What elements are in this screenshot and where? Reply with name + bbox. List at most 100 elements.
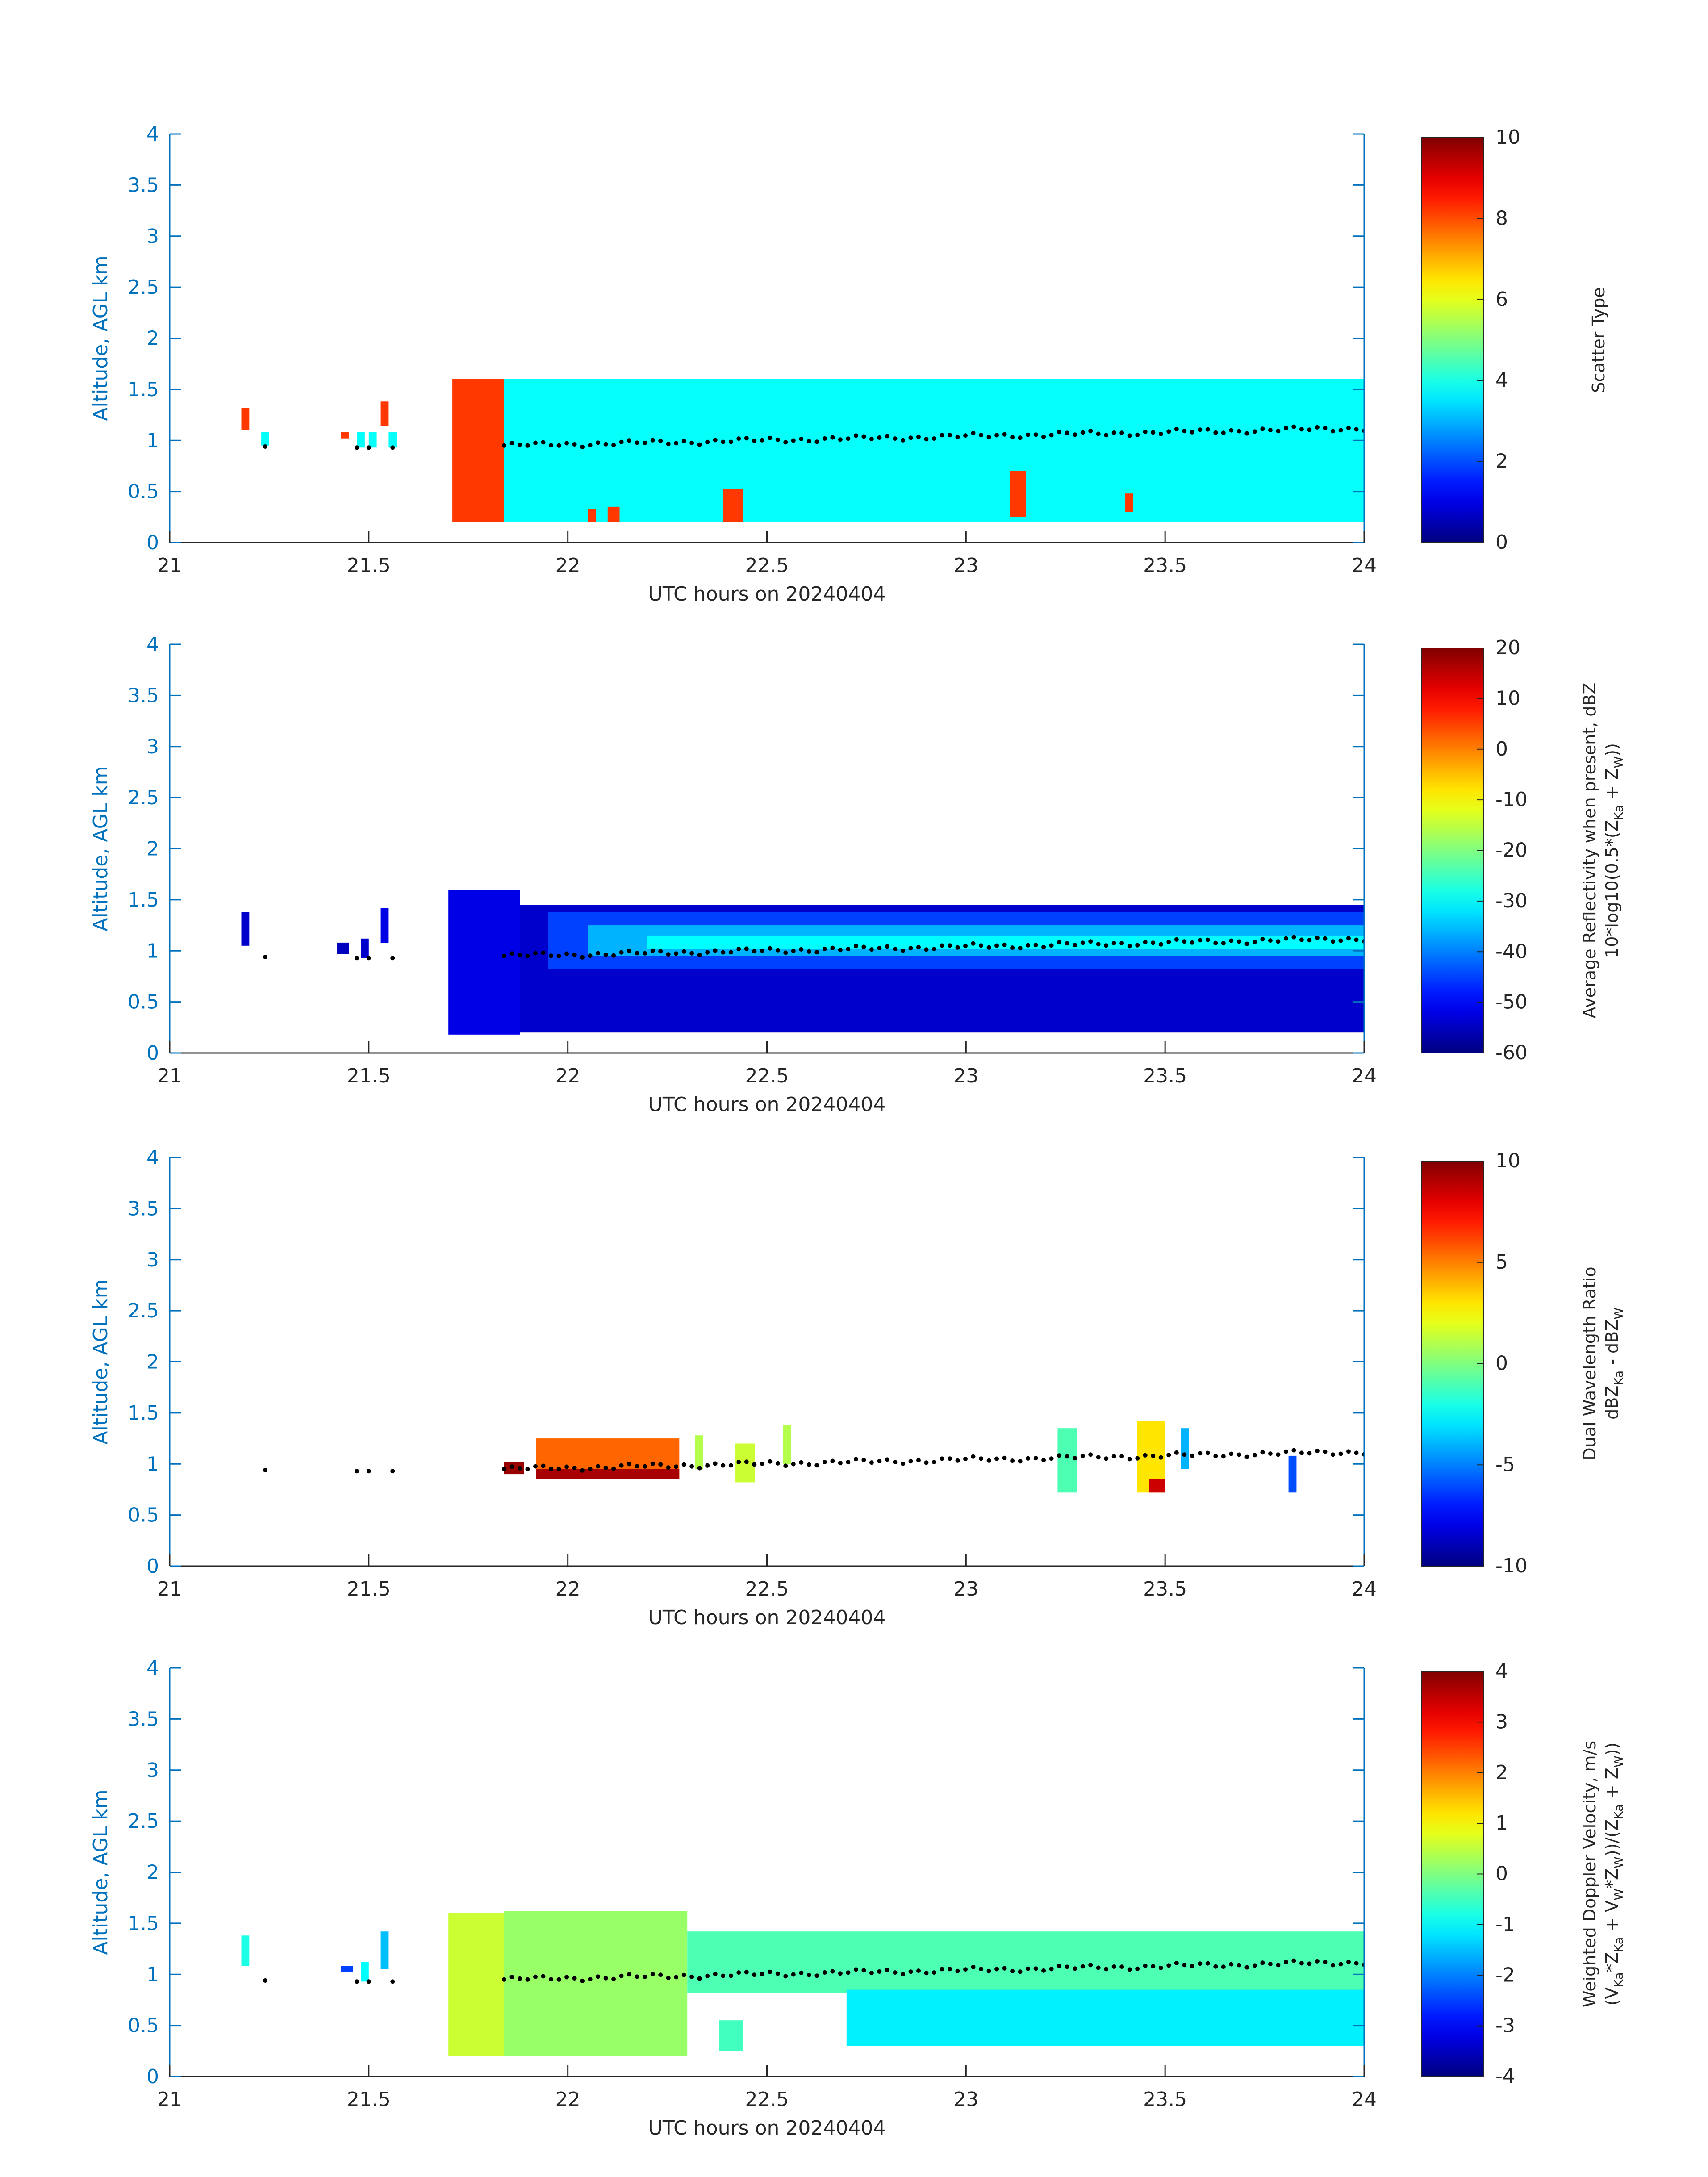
cloud-base-dot xyxy=(838,1461,843,1466)
y-tick-label: 2.5 xyxy=(128,276,159,299)
cloud-base-dot xyxy=(791,949,796,953)
cloud-base-dot xyxy=(830,435,835,440)
cloud-base-dot xyxy=(1283,936,1288,941)
cloud-base-dot xyxy=(940,1456,944,1461)
cloud-base-dot xyxy=(1182,1452,1187,1457)
cloud-base-dot xyxy=(948,1456,952,1461)
cloud-base-dot xyxy=(355,445,359,450)
cloud-base-dot xyxy=(979,433,984,438)
colorbar-label: Average Reflectivity when present, dBZ xyxy=(1580,683,1599,1019)
cloud-base-dot xyxy=(901,1461,905,1466)
cloud-base-dot xyxy=(940,943,944,948)
cloud-base-dot xyxy=(509,1464,514,1469)
x-tick-label: 23.5 xyxy=(1143,554,1187,577)
cloud-base-dot xyxy=(1307,1961,1312,1966)
cloud-base-dot xyxy=(986,435,991,439)
cloud-base-dot xyxy=(705,1973,710,1978)
y-axis-label: Altitude, AGL km xyxy=(89,766,112,931)
colorbar-label: Scatter Type xyxy=(1589,287,1608,393)
y-tick-label: 4 xyxy=(146,1657,159,1680)
cloud-base-dot xyxy=(877,1969,882,1974)
cloud-base-dot xyxy=(986,945,991,950)
heatmap-cell xyxy=(361,1962,369,1982)
cloud-base-dot xyxy=(806,949,811,954)
cloud-base-dot xyxy=(1307,1451,1312,1456)
x-axis-label: UTC hours on 20240404 xyxy=(648,1093,886,1116)
cloud-base-dot xyxy=(263,444,267,449)
x-tick-label: 24 xyxy=(1352,1578,1377,1600)
cloud-base-dot xyxy=(846,436,851,441)
cloud-base-dot xyxy=(1135,1966,1140,1971)
cloud-base-dot xyxy=(916,945,921,950)
cloud-base-dot xyxy=(1291,935,1296,940)
cloud-base-dot xyxy=(744,1970,749,1975)
cloud-base-dot xyxy=(525,953,530,958)
cloud-base-dot xyxy=(681,1462,686,1467)
cloud-base-dot xyxy=(971,430,976,435)
cloud-base-dot xyxy=(1244,1965,1249,1970)
cloud-base-dot xyxy=(1104,433,1109,438)
heatmap-cell xyxy=(1288,1455,1297,1493)
cloud-base-dot xyxy=(814,439,819,444)
heatmap-cell xyxy=(452,379,504,522)
y-tick-label: 4 xyxy=(146,123,159,146)
cloud-base-dot xyxy=(1190,1453,1194,1458)
cloud-base-dot xyxy=(1158,942,1163,947)
cloud-base-dot xyxy=(564,1464,569,1469)
cloud-base-dot xyxy=(611,1466,616,1471)
cloud-base-dot xyxy=(674,1464,679,1469)
heatmap-cell xyxy=(380,1931,389,1969)
cloud-base-dot xyxy=(705,950,710,955)
cloud-base-dot xyxy=(1073,943,1077,948)
y-tick-label: 2.5 xyxy=(128,1300,159,1322)
cloud-base-dot xyxy=(994,943,999,948)
cloud-base-dot xyxy=(728,439,733,444)
cloud-base-dot xyxy=(760,1972,764,1976)
cloud-base-dot xyxy=(556,953,561,958)
cloud-base-dot xyxy=(1268,1451,1273,1456)
cloud-base-dot xyxy=(689,1974,694,1979)
cloud-base-dot xyxy=(658,439,663,443)
cloud-base-dot xyxy=(885,1457,889,1462)
cloud-base-dot xyxy=(1205,937,1210,942)
x-axis-label: UTC hours on 20240404 xyxy=(648,1606,886,1629)
cloud-base-dot xyxy=(666,1976,671,1981)
cloud-base-dot xyxy=(611,1976,616,1981)
cloud-base-dot xyxy=(533,951,538,956)
cloud-base-dot xyxy=(1111,430,1116,435)
cloud-base-dot xyxy=(1182,429,1187,434)
cloud-base-dot xyxy=(1018,1969,1023,1974)
cloud-base-dot xyxy=(1291,1448,1296,1453)
cloud-base-dot xyxy=(596,1974,601,1979)
cloud-base-dot xyxy=(846,1460,851,1465)
heatmap-cell xyxy=(380,908,389,943)
colorbar-label: 10*log10(0.5*(ZKa​ + ZW​)) xyxy=(1602,743,1626,958)
cloud-base-dot xyxy=(588,1977,593,1982)
cloud-base-dot xyxy=(596,440,601,445)
cloud-base-dot xyxy=(1307,938,1312,943)
x-tick-label: 21 xyxy=(157,2088,182,2111)
cloud-base-dot xyxy=(1026,943,1031,948)
cloud-base-dot xyxy=(1276,429,1281,434)
cloud-base-dot xyxy=(736,947,741,952)
cloud-base-dot xyxy=(1143,429,1148,434)
cloud-base-dot xyxy=(1205,1450,1210,1455)
cloud-base-dot xyxy=(674,951,679,956)
cloud-base-dot xyxy=(1096,942,1101,947)
cloud-base-dot xyxy=(893,947,898,952)
cloud-base-dot xyxy=(1205,427,1210,432)
x-tick-label: 21.5 xyxy=(347,1065,391,1087)
cloud-base-dot xyxy=(1041,434,1046,439)
cloud-base-dot xyxy=(1158,431,1163,436)
cloud-base-dot xyxy=(1073,432,1077,437)
cloud-base-dot xyxy=(1010,1969,1015,1974)
colorbar-tick-label: 10 xyxy=(1495,687,1520,710)
colorbar-label: Weighted Doppler Velocity, m/s xyxy=(1580,1741,1599,2007)
y-tick-label: 0.5 xyxy=(128,2014,159,2037)
x-tick-label: 21.5 xyxy=(347,2088,391,2111)
y-tick-label: 2.5 xyxy=(128,786,159,809)
y-tick-label: 2.5 xyxy=(128,1810,159,1833)
cloud-base-dot xyxy=(908,946,913,951)
cloud-base-dot xyxy=(1135,943,1140,948)
